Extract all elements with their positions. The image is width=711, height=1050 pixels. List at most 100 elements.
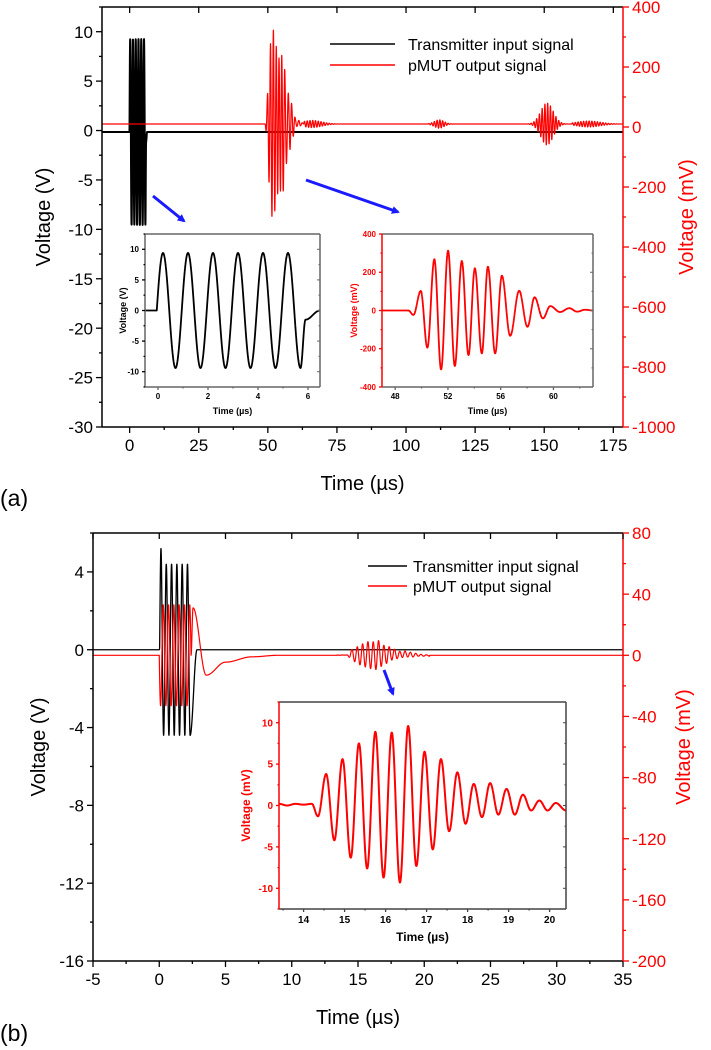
y2-tick-label: -1000 [632,418,675,437]
y2-tick-label: -400 [632,238,666,257]
y2-tick-label: -200 [632,952,666,971]
y-tick-label: -5 [264,843,273,854]
y2-tick-label: -120 [632,830,666,849]
legend: Transmitter input signal pMUT output sign… [330,37,574,75]
x-tick-label: 15 [349,970,368,989]
x-tick-label: 20 [415,970,434,989]
y2-tick-label: 40 [632,585,651,604]
x-axis-title: Time (µs) [468,406,508,416]
y2-tick-label: 0 [632,118,641,137]
y-tick-label: 0 [75,641,84,660]
series-line-transmitter-input-signal [145,252,320,369]
x-axis-title: Time (µs) [396,930,449,944]
arrow-to-output-inset [305,178,400,214]
x-tick-label: 150 [530,436,558,455]
arrow-to-input-inset [152,194,186,223]
x-tick-label: 0 [156,392,161,401]
y-tick-label: -12 [59,874,84,893]
x-tick-label: 17 [421,915,433,926]
x-tick-label: 15 [339,915,351,926]
y-tick-label: 0 [84,122,93,141]
y-axis-title: Voltage (mV) [349,283,359,337]
x-tick-label: 30 [547,970,566,989]
legend-label: Transmitter input signal [408,37,574,54]
y2-tick-label: 80 [632,524,651,543]
y-tick-label: -25 [68,369,93,388]
y-tick-label: -10 [68,220,93,239]
y-tick-label: 10 [262,718,274,729]
y2-tick-label: -200 [632,178,666,197]
x-tick-label: 16 [380,915,392,926]
y2-tick-label: 400 [632,0,660,17]
y2-tick-label: -600 [632,298,666,317]
x-tick-label: 0 [125,436,134,455]
y2-tick-label: -160 [632,891,666,910]
x-tick-label: 10 [282,970,301,989]
x-tick-label: 60 [549,392,558,401]
callout-arrows [152,178,400,696]
y-tick-label: 5 [267,760,273,771]
x-tick-label: -5 [85,970,100,989]
panel-label-b: (b) [0,1020,28,1046]
x-tick-label: 19 [503,915,515,926]
y2-tick-label: 0 [632,646,641,665]
x-tick-label: 5 [221,970,230,989]
y-tick-label: 0 [135,306,140,315]
y-tick-label: -400 [360,383,377,392]
x-tick-label: 25 [481,970,500,989]
y2-axis-title: Voltage (mV) [676,159,698,275]
x-tick-label: 35 [614,970,633,989]
x-tick-label: 100 [392,436,420,455]
panel-label-a: (a) [0,485,28,511]
series-line-transmitter-input-signal [102,38,623,226]
legend-label: pMUT output signal [413,579,551,596]
y-tick-label: -10 [127,368,139,377]
legend-label: pMUT output signal [408,58,546,75]
x-tick-label: 125 [461,436,489,455]
y-axis-title: Voltage (mV) [239,769,253,841]
y-tick-label: -30 [68,418,93,437]
x-tick-label: 6 [306,392,311,401]
x-tick-label: 18 [462,915,474,926]
x-tick-label: 2 [206,392,211,401]
y-tick-label: 4 [75,563,84,582]
y-axis-title: Voltage (V) [118,287,128,333]
y-tick-label: 0 [372,306,377,315]
y-axis-title: Voltage (V) [33,168,55,267]
x-axis-title: Time (µs) [316,1007,400,1029]
y-tick-label: -15 [68,270,93,289]
x-tick-label: 14 [298,915,310,926]
series-line-pmut-output-signal [102,29,623,217]
x-tick-label: 56 [496,392,505,401]
y-tick-label: 5 [84,72,93,91]
x-tick-label: 0 [155,970,164,989]
x-tick-label: 4 [256,392,261,401]
y-tick-label: 0 [267,801,273,812]
y-tick-label: 5 [135,276,140,285]
x-tick-label: 48 [391,392,400,401]
x-tick-label: 75 [327,436,346,455]
series-line-pmut-output-signal [279,725,566,884]
y-tick-label: -4 [69,719,84,738]
y-tick-label: -10 [259,884,274,895]
x-tick-label: 25 [189,436,208,455]
series-line-pmut-output-signal [382,249,593,371]
x-tick-label: 20 [544,915,556,926]
legend-label: Transmitter input signal [413,559,579,576]
y-axis-title: Voltage (V) [28,698,50,797]
arrow-to-echo-inset [382,669,395,696]
chart-b-main: -5 0 5 10 15 20 25 30 3540-4-8-12-1680400-40-80-… [28,524,695,1029]
y2-tick-label: -800 [632,358,666,377]
chart-a-main: 0 25 50 75 100 125 150 1751050-5-10-15-20-25-30… [33,0,698,495]
y-tick-label: -20 [68,319,93,338]
x-axis-title: Time (µs) [320,473,404,495]
chart-a-inset-input: 0 2 4 6 10 5 0 -5 -10 Time (µs) Voltage (V) [118,233,321,416]
x-tick-label: 52 [443,392,452,401]
y2-tick-label: 200 [632,58,660,77]
y-tick-label: -16 [59,952,84,971]
legend: Transmitter input signal pMUT output sign… [368,559,579,596]
y2-axis-title: Voltage (mV) [673,689,695,805]
y2-tick-label: -40 [632,708,657,727]
y-tick-label: -200 [360,345,377,354]
